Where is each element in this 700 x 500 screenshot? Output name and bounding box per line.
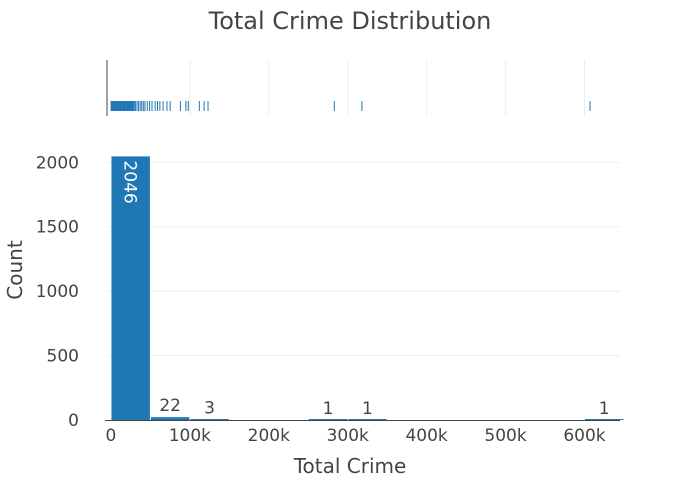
bar-value-label: 3 — [204, 399, 215, 419]
x-tick-label: 500k — [484, 426, 526, 446]
histogram-bars — [111, 156, 624, 421]
y-axis-ticks: 0 500 1000 1500 2000 — [36, 153, 79, 431]
histogram-bar — [308, 419, 348, 420]
x-axis-ticks: 0 100k 200k 300k 400k 500k 600k — [106, 426, 606, 446]
histogram-bar — [190, 419, 229, 420]
bar-value-label: 22 — [159, 396, 181, 416]
y-tick-label: 0 — [68, 411, 79, 431]
data-labels: 2046 22 3 1 1 1 — [120, 160, 610, 418]
histogram-bar — [111, 156, 150, 421]
bar-value-label: 1 — [362, 399, 373, 419]
histogram-bar — [584, 419, 624, 420]
histogram-bar — [348, 419, 387, 420]
y-tick-label: 2000 — [36, 153, 79, 173]
rug-plot — [110, 101, 591, 111]
y-tick-label: 1500 — [36, 218, 79, 238]
x-tick-label: 300k — [327, 426, 369, 446]
chart-title: Total Crime Distribution — [208, 7, 492, 35]
x-tick-label: 600k — [563, 426, 605, 446]
histogram-bar — [150, 417, 190, 420]
y-tick-label: 500 — [47, 347, 79, 367]
bar-value-label: 2046 — [120, 160, 140, 203]
x-tick-label: 400k — [405, 426, 447, 446]
bar-value-label: 1 — [599, 399, 610, 419]
bar-value-label: 1 — [323, 399, 334, 419]
x-tick-label: 200k — [248, 426, 290, 446]
x-tick-label: 0 — [106, 426, 117, 446]
x-tick-label: 100k — [169, 426, 211, 446]
axis-lines — [105, 60, 620, 421]
x-axis-title: Total Crime — [293, 454, 407, 478]
y-axis-title: Count — [3, 240, 27, 300]
main-grid — [107, 161, 620, 357]
y-tick-label: 1000 — [36, 282, 79, 302]
rug-grid — [189, 60, 585, 116]
